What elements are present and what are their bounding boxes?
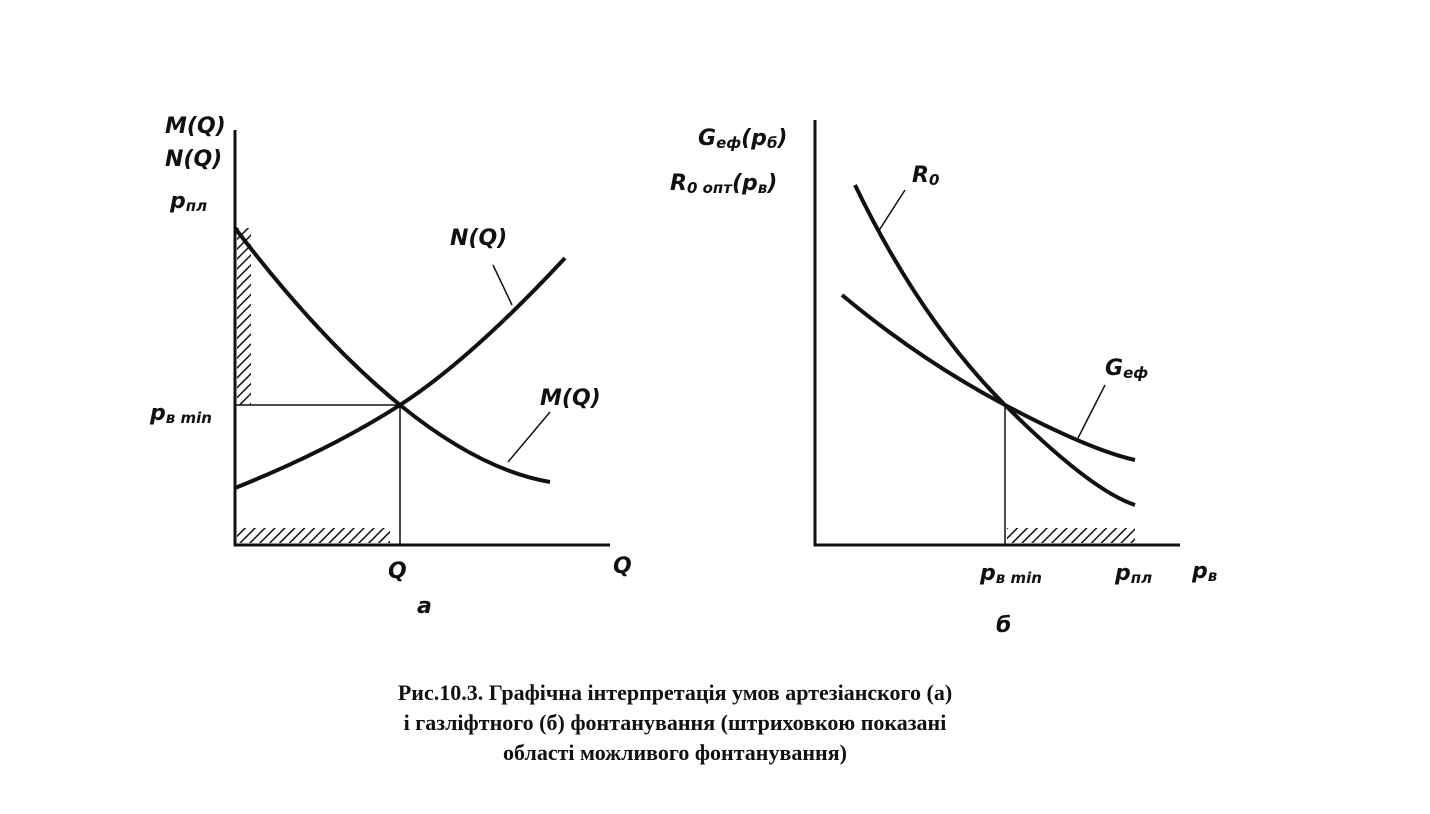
base: p: [1191, 559, 1208, 584]
tail: (p: [732, 171, 758, 196]
caption-line: області можливого фонтанування): [503, 740, 847, 765]
y-label: N(Q): [165, 147, 222, 172]
sub: еф: [716, 134, 741, 152]
p-min: pв min: [979, 561, 1042, 587]
sub: в min: [996, 569, 1042, 587]
y-label: R0 опт(pв): [670, 171, 777, 197]
q-label: Q: [388, 559, 407, 584]
p-pl: pпл: [169, 189, 207, 215]
end: ): [776, 126, 787, 151]
hatch: [1007, 528, 1135, 543]
y-label: M(Q): [165, 114, 226, 139]
sub: пл: [186, 197, 207, 215]
axes: [813, 120, 1180, 547]
base: G: [698, 126, 716, 151]
hatch: [237, 228, 251, 405]
y-label: Gеф(pб): [698, 126, 787, 152]
base: R: [912, 163, 929, 188]
curve-label: N(Q): [450, 226, 507, 251]
base: p: [979, 561, 996, 586]
curve-r: [853, 184, 1136, 507]
panel-label: а: [417, 594, 432, 619]
leader: [507, 411, 551, 463]
base: R: [670, 171, 687, 196]
sub: в: [1208, 567, 1218, 585]
p-pl: pпл: [1114, 561, 1152, 587]
sub: 0: [929, 171, 939, 189]
leader: [1077, 384, 1106, 439]
curve-m: [233, 226, 551, 484]
sub: б: [767, 134, 777, 152]
curve-label: R0: [912, 163, 939, 189]
end: ): [766, 171, 777, 196]
tail: (p: [741, 126, 767, 151]
base: p: [169, 189, 186, 214]
p-min: pв min: [149, 401, 212, 427]
base: p: [149, 401, 166, 426]
x-label: Q: [613, 554, 632, 579]
panel-a: M(Q) N(Q) pпл pв min N(Q) M(Q) Q Q а: [149, 114, 632, 619]
sub: в min: [166, 409, 212, 427]
curve-g: [840, 293, 1136, 462]
panel-label: б: [996, 613, 1011, 638]
sub: еф: [1123, 364, 1148, 382]
base: G: [1105, 356, 1123, 381]
curve-n: [234, 256, 567, 490]
leader: [492, 264, 513, 306]
caption-line: і газліфтного (б) фонтанування (штриховк…: [404, 710, 947, 735]
sub: в: [758, 179, 768, 197]
sub: 0 опт: [687, 179, 733, 197]
curve-label: M(Q): [540, 386, 601, 411]
caption-line: Рис.10.3. Графічна інтерпретація умов ар…: [398, 680, 952, 705]
x-label: pв: [1191, 559, 1217, 585]
curve-label: Gеф: [1105, 356, 1148, 382]
hatch: [237, 528, 390, 543]
axes: [233, 130, 610, 547]
sub: пл: [1131, 569, 1152, 587]
leader: [877, 189, 906, 233]
base: p: [1114, 561, 1131, 586]
panel-b: Gеф(pб) R0 опт(pв) R0 Gеф pв min pпл pв …: [670, 120, 1217, 638]
